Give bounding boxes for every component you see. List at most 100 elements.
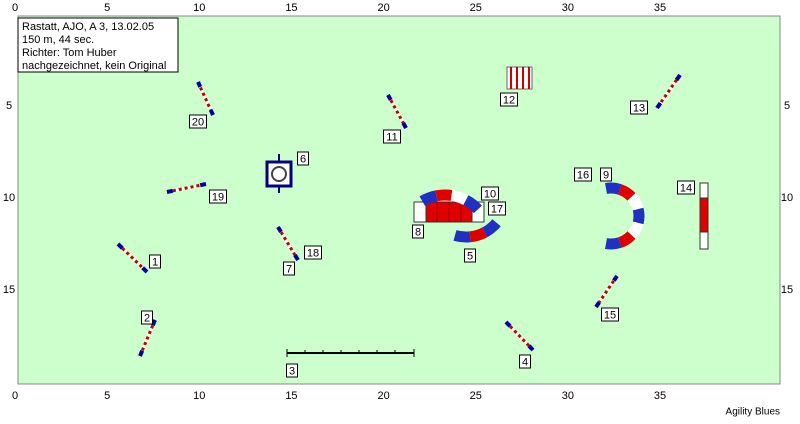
obstacle-number: 2 [144,312,150,324]
jump-bar [166,182,207,194]
wing [386,94,393,101]
jump [138,319,157,357]
obstacle-number: 8 [415,226,421,238]
obstacle-number: 13 [633,102,645,114]
wing [527,344,535,352]
number-box [519,354,531,369]
number-box [500,92,518,107]
tunnel [605,182,645,250]
jump-bar [594,275,619,308]
number-box [304,245,322,260]
obstacle-number: 4 [522,356,528,368]
number-box [189,114,207,129]
wing [594,301,601,309]
wing [293,254,300,262]
x-label: 20 [377,390,389,402]
jump-bar [196,81,215,116]
x-label: 0 [12,2,18,14]
x-label: 15 [285,2,297,14]
wing [504,320,512,328]
info-box [17,17,179,73]
contact-obstacle [413,201,485,223]
info-line: 150 m, 44 sec. [22,34,94,46]
x-label: 5 [104,2,110,14]
wing [138,349,145,357]
jump-bar [504,320,535,352]
jump [504,320,535,352]
jump-bar [386,94,408,129]
credit: Agility Blues [726,407,780,418]
obstacle-number: 16 [577,169,589,181]
tunnel-segment [605,182,622,195]
obstacle-number: 3 [289,365,295,377]
obstacle-number: 18 [307,247,319,259]
wing [150,319,157,327]
wing [612,274,619,282]
number-box [574,167,592,182]
tire [265,154,293,193]
x-label: 30 [562,2,574,14]
obstacle-number: 12 [503,94,515,106]
jump [386,94,408,129]
wing [141,266,149,274]
obstacle-number: 20 [192,116,204,128]
tunnel-segment [605,237,622,250]
number-box [481,186,499,201]
number-box [141,310,153,325]
info-line: Richter: Tom Huber [22,47,117,59]
jump [116,242,149,274]
wing [116,242,124,250]
tunnel-segment [632,207,645,225]
jump-bar [655,74,682,109]
number-box [209,189,227,204]
obstacle-number: 7 [286,263,292,275]
wing [276,225,283,233]
wing [196,81,203,88]
wing [208,109,215,116]
x-label: 30 [562,390,574,402]
long-jump [506,66,533,90]
obstacle-number: 10 [484,188,496,200]
obstacle-number: 6 [300,153,306,165]
number-box [677,180,695,195]
x-label: 25 [470,390,482,402]
wing [655,101,663,110]
x-label: 10 [193,390,205,402]
x-label: 25 [470,2,482,14]
y-label: 5 [784,100,790,112]
a-frame [699,182,709,250]
number-box [149,254,161,269]
y-label: 10 [781,192,793,204]
obstacle-number: 14 [680,182,692,194]
jump [276,225,300,262]
tunnel-segment [627,193,644,211]
jump [655,73,682,110]
tunnel-segment [469,227,488,243]
number-box [601,307,619,322]
y-label: 10 [3,192,15,204]
number-box [630,100,648,115]
tunnel [419,189,482,214]
x-label: 15 [285,390,297,402]
jump [594,274,619,309]
tunnel-segment [419,190,438,207]
tunnel-segment [463,195,482,214]
x-label: 20 [377,2,389,14]
jump-bar [138,319,157,357]
wing [199,182,207,188]
tunnel-segment [627,221,644,239]
tunnel-segment [453,230,471,243]
y-label: 15 [3,284,15,296]
info-line: nachgezeichnet, kein Original [22,60,166,72]
jump-bar [116,242,149,274]
wing [674,73,682,82]
info-line: Rastatt, AJO, A 3, 13.02.05 [22,21,154,33]
y-label: 5 [6,100,12,112]
obstacle-number: 11 [386,131,397,143]
number-box [286,363,298,378]
obstacle-number: 15 [604,309,616,321]
obstacle-number: 9 [603,169,609,181]
wall-ladder [286,349,415,357]
